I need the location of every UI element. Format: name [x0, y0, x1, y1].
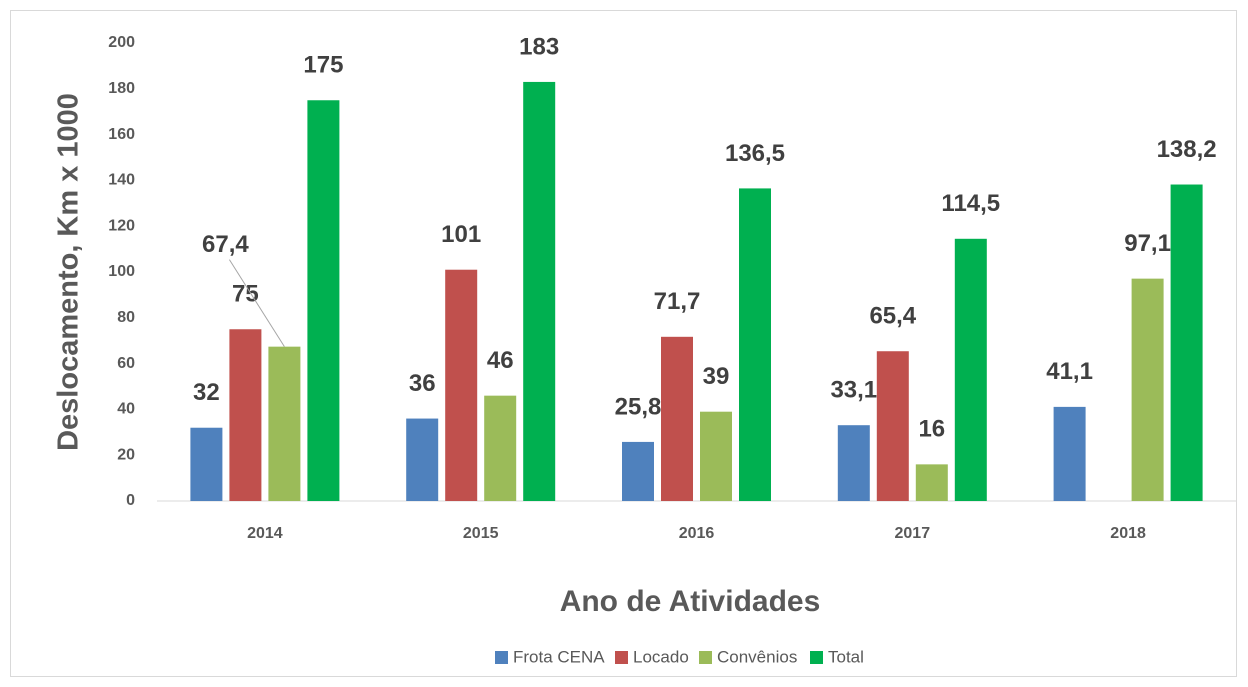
bar [915, 464, 948, 501]
leader-line [228, 259, 285, 347]
y-tick-label: 160 [108, 126, 135, 143]
data-label: 67,4 [202, 231, 249, 258]
x-tick-label: 2015 [463, 525, 499, 542]
data-label: 136,5 [725, 140, 785, 167]
bar [700, 411, 732, 501]
y-tick-label: 180 [108, 80, 135, 97]
x-axis-title: Ano de Atividades [560, 585, 821, 618]
y-tick-label: 40 [117, 401, 135, 418]
legend-swatch [810, 651, 823, 664]
legend-label: Convênios [717, 647, 797, 666]
data-label: 36 [409, 370, 436, 397]
data-label: 65,4 [869, 303, 916, 330]
bar [661, 336, 693, 501]
y-tick-label: 100 [108, 263, 135, 280]
y-tick-label: 20 [117, 446, 135, 463]
data-label: 114,5 [941, 190, 1000, 217]
y-tick-label: 0 [126, 492, 135, 509]
y-tick-label: 80 [117, 309, 135, 326]
bar [268, 346, 301, 501]
data-label: 46 [487, 347, 514, 374]
bar [445, 269, 478, 501]
data-label: 25,8 [615, 393, 662, 420]
bar [229, 329, 262, 501]
legend-swatch [699, 651, 712, 664]
y-axis-title: Deslocamento, Km x 1000 [53, 93, 85, 451]
bar [1170, 184, 1203, 501]
x-tick-label: 2017 [895, 525, 931, 542]
bar [1131, 278, 1164, 501]
data-label: 39 [703, 363, 730, 390]
data-label: 183 [519, 33, 559, 60]
bar [190, 427, 223, 501]
bar [484, 395, 517, 501]
y-tick-label: 200 [108, 34, 135, 51]
data-label: 138,2 [1157, 136, 1217, 163]
bar [406, 418, 439, 501]
bar [876, 351, 909, 501]
x-tick-label: 2014 [247, 525, 283, 542]
legend-label: Frota CENA [513, 647, 605, 666]
y-tick-label: 140 [108, 172, 135, 189]
data-label: 41,1 [1046, 358, 1093, 385]
data-label: 101 [441, 221, 481, 248]
data-label: 33,1 [830, 377, 877, 404]
bar [1053, 406, 1086, 501]
bar [954, 238, 987, 502]
legend-label: Total [828, 647, 864, 666]
data-label: 16 [918, 416, 945, 443]
bar [622, 441, 654, 501]
bar [523, 81, 556, 502]
y-tick-label: 60 [117, 355, 135, 372]
data-label: 97,1 [1124, 230, 1171, 257]
legend-swatch [615, 651, 628, 664]
bar [837, 425, 870, 501]
x-tick-label: 2018 [1110, 525, 1146, 542]
data-label: 175 [303, 52, 343, 79]
data-label: 32 [193, 379, 220, 406]
bar [739, 188, 771, 502]
x-tick-label: 2016 [679, 525, 715, 542]
chart-border [10, 10, 1237, 677]
data-label: 71,7 [654, 288, 701, 315]
y-tick-label: 120 [108, 217, 135, 234]
legend-label: Locado [633, 647, 689, 666]
bar [307, 100, 340, 501]
legend-swatch [495, 651, 508, 664]
